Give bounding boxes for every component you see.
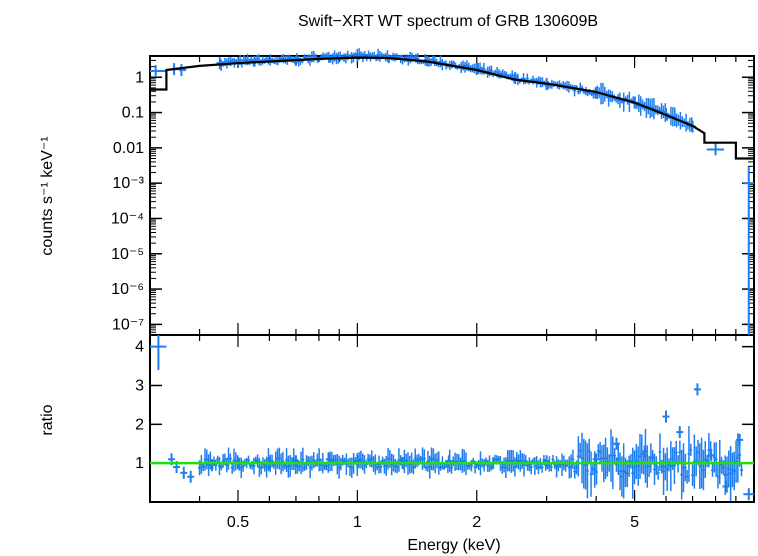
ratio-panel-frame xyxy=(149,334,755,503)
spectrum-y-tick-label: 0.1 xyxy=(122,105,144,122)
spectrum-y-tick-label: 10⁻⁷ xyxy=(112,316,144,333)
spectrum-y-tick-label: 10⁻⁴ xyxy=(111,210,144,227)
ratio-y-tick-label: 3 xyxy=(135,377,144,394)
spectrum-y-label: counts s⁻¹ keV⁻¹ xyxy=(39,136,56,255)
chart-title: Swift−XRT WT spectrum of GRB 130609B xyxy=(298,13,598,30)
spectrum-y-tick-label: 10⁻⁶ xyxy=(111,281,144,298)
spectrum-model xyxy=(150,56,754,160)
x-ticks: 0.5 1 2 5 xyxy=(149,56,755,531)
ratio-y-label: ratio xyxy=(39,404,56,435)
spectrum-panel-frame xyxy=(149,55,755,336)
ratio-y-tick-label: 1 xyxy=(135,455,144,472)
ratio-y-tick-label: 4 xyxy=(135,339,144,356)
spectrum-model-line xyxy=(150,56,754,160)
spectrum-y-tick-label: 10⁻⁵ xyxy=(111,246,144,263)
spectrum-y-tick-label: 0.01 xyxy=(113,140,144,157)
x-tick-label: 1 xyxy=(353,514,362,531)
x-axis-label: Energy (keV) xyxy=(407,537,500,554)
spectrum-data xyxy=(150,48,754,335)
x-tick-label: 5 xyxy=(630,514,639,531)
ratio-data xyxy=(150,335,754,501)
x-tick-label: 2 xyxy=(472,514,481,531)
spectrum-y-ticks: 1 0.1 0.01 10⁻³ 10⁻⁴ 10⁻⁵ 10⁻⁶ 10⁻⁷ xyxy=(111,55,754,336)
x-tick-label: 0.5 xyxy=(227,514,249,531)
spectrum-y-tick-label: 10⁻³ xyxy=(112,175,144,192)
spectrum-y-tick-label: 1 xyxy=(135,69,144,86)
ratio-y-tick-label: 2 xyxy=(135,416,144,433)
